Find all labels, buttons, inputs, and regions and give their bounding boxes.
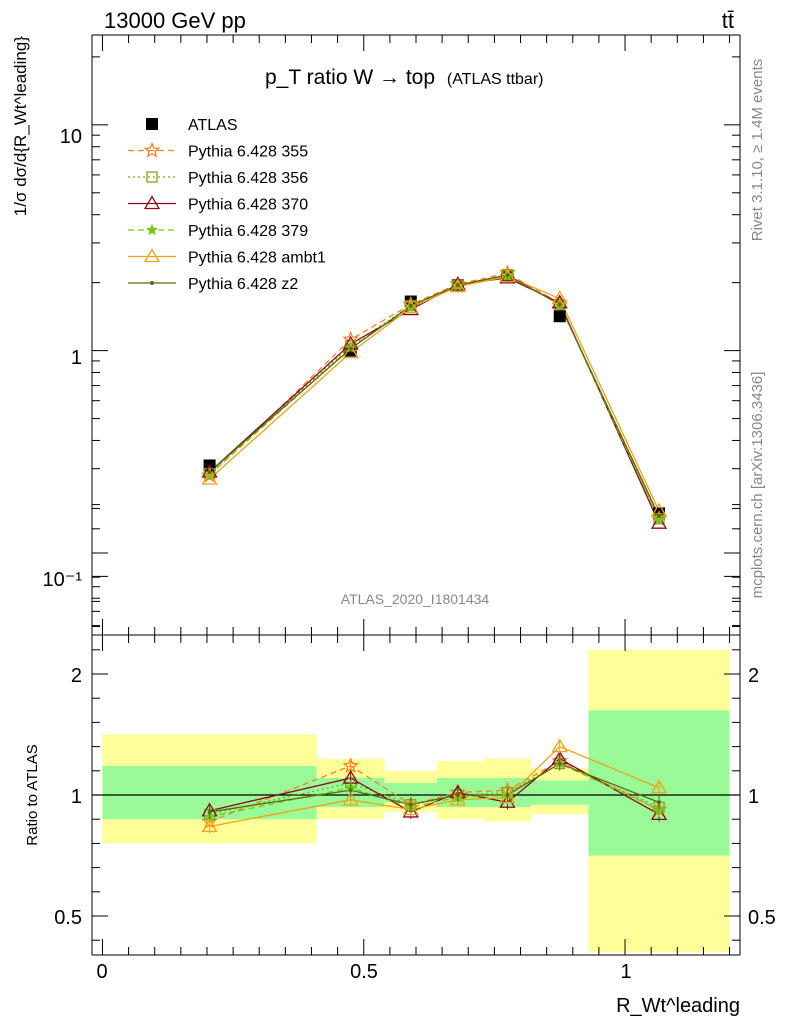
- ratio-y-tick-label-right-1: 1: [748, 786, 759, 808]
- ratio-y-tick-label-1: 1: [71, 786, 82, 808]
- legend-marker-pythia-6-428-370: [143, 195, 161, 210]
- data-point-pythia-6-428-z2: [408, 303, 413, 308]
- ratio-point-pythia-6-428-z2: [408, 802, 413, 807]
- header-process-label: tt̄: [722, 8, 734, 33]
- ratio-point-pythia-6-428-z2: [207, 809, 212, 814]
- legend-marker-pythia-6-428-355: [143, 141, 161, 158]
- legend-label-pythia-6-428-356: Pythia 6.428 356: [188, 170, 308, 187]
- main-data-points: [201, 264, 668, 529]
- series-line-pythia-6-428-355: [209, 272, 660, 520]
- data-point-pythia-6-428-z2: [557, 302, 562, 307]
- chart-subtitle: (ATLAS ttbar): [447, 71, 544, 88]
- data-point-pythia-6-428-z2: [348, 346, 353, 351]
- main-series-lines: [209, 272, 660, 524]
- data-point-pythia-6-428-370: [650, 514, 668, 529]
- ratio-point-pythia-6-428-z2: [505, 793, 510, 797]
- analysis-watermark: ATLAS_2020_I1801434: [341, 591, 490, 607]
- legend-marker-pythia-6-428-ambt1: [143, 248, 161, 263]
- header-energy-label: 13000 GeV pp: [104, 8, 246, 33]
- series-line-pythia-6-428-379: [209, 274, 660, 520]
- data-point-pythia-6-428-ambt1: [201, 470, 218, 485]
- data-point-pythia-6-428-370: [449, 276, 466, 291]
- ratio-point-pythia-6-428-z2: [657, 800, 661, 805]
- legend-marker-pythia-6-428-379: [145, 223, 159, 236]
- ratio-point-pythia-6-428-ambt1: [449, 791, 466, 806]
- x-tick-label-1: 1: [620, 961, 631, 983]
- ratio-data-points: [201, 738, 668, 834]
- legend-marker-atlas: [146, 118, 158, 130]
- ratio-y-tick-label-right-2: 2: [748, 665, 759, 687]
- legend-label-pythia-6-428-355: Pythia 6.428 355: [188, 144, 308, 161]
- chart-title: p_T ratio W → top (ATLAS ttbar): [265, 66, 543, 89]
- data-point-pythia-6-428-370: [499, 269, 516, 284]
- legend-marker-pythia-6-428-356: [146, 171, 158, 183]
- ratio-point-pythia-6-428-ambt1: [402, 801, 419, 816]
- ratio-point-pythia-6-428-z2: [557, 761, 562, 766]
- legend: ATLAS Pythia 6.428 355 Pythia 6.428 356 Pyt…: [128, 117, 326, 293]
- chart-title-text: p_T ratio W → top: [265, 66, 435, 89]
- ratio-inner-band: [530, 780, 589, 805]
- ratio-plot: 0.5 1 2 0.5 1 2 Ratio to ATLAS 0 0.5 1 R…: [24, 504, 776, 1017]
- ratio-inner-band: [384, 782, 437, 803]
- data-point-pythia-6-428-379: [652, 512, 666, 525]
- ratio-point-pythia-6-428-z2: [348, 788, 353, 793]
- ratio-point-pythia-6-428-z2: [455, 793, 460, 797]
- ratio-point-pythia-6-428-ambt1: [342, 791, 359, 806]
- data-point-pythia-6-428-z2: [657, 514, 661, 519]
- ratio-point-pythia-6-428-370: [402, 803, 419, 818]
- data-point-pythia-6-428-ambt1: [499, 268, 516, 283]
- ratio-y-tick-label-right-0.5: 0.5: [748, 907, 776, 929]
- data-point-pythia-6-428-370: [551, 294, 568, 309]
- data-point-pythia-6-428-ambt1: [342, 344, 359, 359]
- data-point-pythia-6-428-ambt1: [402, 299, 419, 314]
- legend-label-pythia-6-428-379: Pythia 6.428 379: [188, 223, 308, 240]
- main-plot: 10⁻¹ 1 10 1/σ dσ/d{R_Wt^leading} p_T rat…: [11, 34, 741, 636]
- ratio-point-pythia-6-428-370: [650, 806, 668, 821]
- x-axis-label: R_Wt^leading: [616, 995, 740, 1017]
- ratio-y-tick-label-0.5: 0.5: [54, 907, 82, 929]
- ratio-point-pythia-6-428-ambt1: [551, 738, 568, 753]
- data-point-atlas: [553, 310, 566, 323]
- x-tick-label-0.5: 0.5: [350, 961, 378, 983]
- data-point-pythia-6-428-z2: [207, 469, 212, 474]
- data-point-pythia-6-428-z2: [455, 283, 460, 288]
- ratio-axis-ticks: [92, 504, 740, 955]
- main-y-tick-label-0.1: 10⁻¹: [43, 569, 83, 591]
- ratio-y-tick-label-2: 2: [71, 665, 82, 687]
- series-line-pythia-6-428-356: [209, 273, 660, 520]
- legend-label-pythia-6-428-370: Pythia 6.428 370: [188, 197, 308, 214]
- ratio-point-pythia-6-428-ambt1: [201, 818, 218, 833]
- main-axis-ticks: [92, 35, 740, 635]
- legend-label-pythia-6-428-z2: Pythia 6.428 z2: [188, 276, 298, 293]
- series-line-pythia-6-428-ambt1: [209, 275, 660, 512]
- ratio-point-pythia-6-428-ambt1: [650, 779, 668, 794]
- main-y-tick-label-10: 10: [60, 126, 82, 148]
- ratio-y-axis-label: Ratio to ATLAS: [24, 744, 41, 845]
- ratio-point-pythia-6-428-355: [342, 757, 359, 773]
- data-point-pythia-6-428-370: [402, 301, 419, 316]
- main-y-axis-label: 1/σ dσ/d{R_Wt^leading}: [11, 36, 30, 216]
- legend-label-pythia-6-428-ambt1: Pythia 6.428 ambt1: [188, 250, 326, 267]
- data-point-pythia-6-428-ambt1: [449, 278, 466, 293]
- x-tick-label-0: 0: [96, 961, 107, 983]
- data-point-pythia-6-428-z2: [505, 273, 510, 278]
- ratio-point-pythia-6-428-ambt1: [499, 789, 516, 804]
- legend-marker-pythia-6-428-z2: [150, 281, 154, 285]
- rivet-version-label: Rivet 3.1.10, ≥ 1.4M events: [749, 59, 766, 242]
- ratio-point-pythia-6-428-370: [499, 793, 516, 808]
- mcplots-label: mcplots.cern.ch [arXiv:1306.3436]: [749, 372, 766, 599]
- series-line-pythia-6-428-z2: [209, 274, 660, 517]
- main-y-tick-label-1: 1: [71, 347, 82, 369]
- series-line-pythia-6-428-370: [209, 277, 660, 524]
- legend-label-atlas: ATLAS: [188, 117, 238, 134]
